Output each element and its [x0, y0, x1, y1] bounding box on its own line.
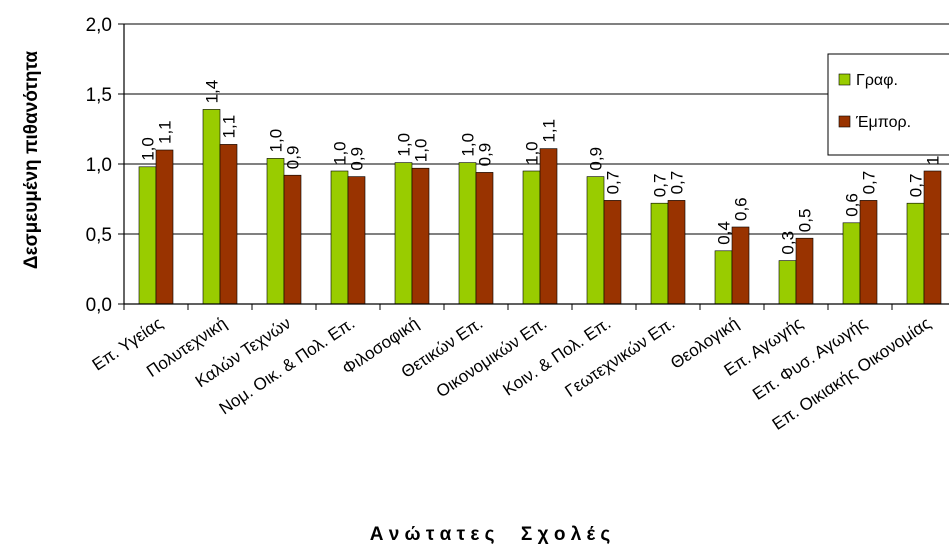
data-label: 1,1: [156, 120, 175, 144]
bar-graf: [330, 170, 349, 305]
x-tick-label: Γεωτεχνικών Επ.: [561, 314, 678, 401]
x-tick-label: Κοιν. & Πολ. Επ.: [500, 314, 615, 400]
data-label: 0,7: [668, 171, 687, 195]
legend-label-graf: Γραφ.: [856, 72, 898, 89]
x-axis-title: Α ν ώ τ α τ ε ς Σ χ ο λ έ ς: [370, 524, 611, 545]
legend-box: [827, 53, 949, 156]
axes: [118, 23, 949, 310]
data-labels: 1,01,11,41,11,00,9 1,00,91,01,0 1,00,9 1,01…: [139, 80, 943, 255]
bar-empor: [283, 174, 302, 305]
bar-graf: [266, 158, 285, 305]
x-tick-label: Οικονομικών Επ.: [433, 314, 550, 402]
data-label: 0,7: [860, 171, 879, 195]
bar-graf: [202, 109, 221, 305]
data-label: 0,9: [348, 147, 367, 171]
bar-empor: [219, 144, 238, 305]
y-tick-label: 0,0: [86, 295, 112, 316]
data-label: 1,0: [523, 141, 542, 165]
data-label: 0,3: [779, 231, 798, 255]
legend-swatch-graf: [838, 73, 851, 86]
data-label: 1,0: [412, 139, 431, 163]
data-label: 1,0: [267, 129, 286, 153]
bar-empor: [667, 200, 686, 305]
bar-graf: [714, 250, 733, 305]
data-label: 1,1: [220, 115, 239, 139]
y-tick-label: 2,0: [86, 15, 112, 36]
y-tick-label: 0,5: [86, 225, 112, 246]
y-tick-label: 1,5: [86, 85, 112, 106]
data-label: 0,6: [732, 197, 751, 221]
legend: Γραφ. Έμπορ.: [827, 53, 949, 156]
data-label: 0,7: [604, 171, 623, 195]
data-label: 1,4: [203, 80, 222, 104]
data-label: 1,0: [395, 133, 414, 157]
bar-empor: [539, 148, 558, 305]
bar-graf: [458, 162, 477, 305]
y-axis-title: Δεσμευμένη πιθανότητα: [21, 51, 42, 269]
data-label: 0,7: [651, 174, 670, 198]
legend-label-empor: Έμπορ.: [855, 114, 911, 131]
data-label: 1,0: [139, 137, 158, 161]
bar-empor: [795, 237, 814, 305]
data-label: 0,6: [843, 193, 862, 217]
data-label: 0,9: [284, 146, 303, 170]
bar-graf: [522, 170, 541, 305]
legend-swatch-empor: [838, 115, 851, 128]
bar-empor: [859, 200, 878, 305]
bar-empor: [475, 172, 494, 305]
bar-graf: [394, 162, 413, 305]
y-tick-labels: 0,0 0,5 1,0 1,5 2,0: [86, 15, 112, 316]
bar-empor: [603, 200, 622, 305]
y-tick-label: 1,0: [86, 155, 112, 176]
bar-empor: [923, 170, 942, 305]
bars: [138, 109, 942, 305]
data-label: 1,1: [540, 119, 559, 143]
bar-graf: [650, 202, 669, 305]
data-label: 0,5: [796, 209, 815, 233]
data-label: 0,9: [476, 143, 495, 167]
bar-graf: [778, 260, 797, 305]
bar-graf: [906, 202, 925, 305]
data-label: 1,0: [459, 133, 478, 157]
data-label: 0,4: [715, 221, 734, 245]
data-label: 1,0: [331, 141, 350, 165]
bar-empor: [731, 226, 750, 305]
bar-graf: [586, 176, 605, 305]
data-label: 0,7: [907, 174, 926, 198]
bar-empor: [155, 149, 174, 305]
bar-empor: [347, 176, 366, 305]
bar-empor: [411, 167, 430, 305]
bar-graf: [842, 222, 861, 305]
bar-graf: [138, 166, 157, 305]
data-label: 0,9: [587, 147, 606, 171]
